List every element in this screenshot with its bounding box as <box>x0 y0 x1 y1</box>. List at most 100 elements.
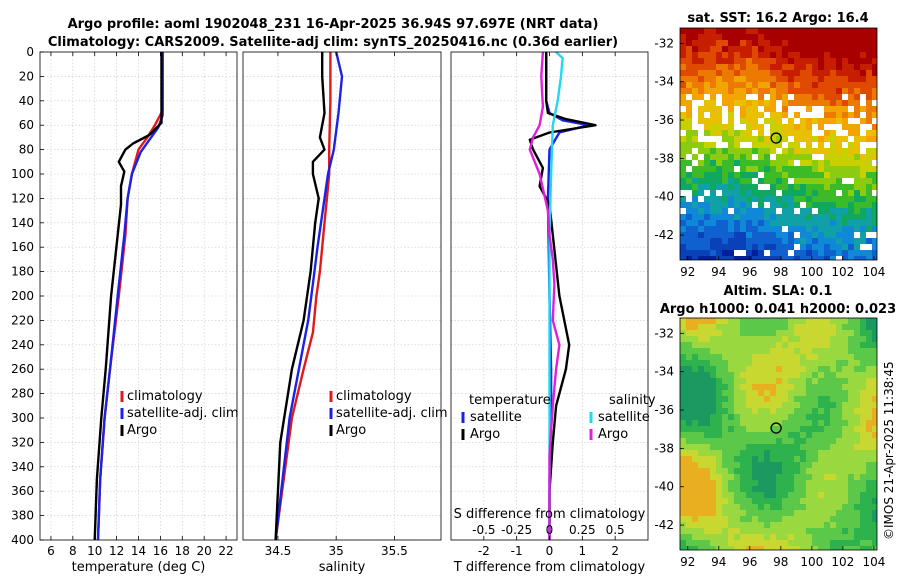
map-cell <box>698 384 704 390</box>
map-cell <box>782 444 788 450</box>
map-cell <box>800 58 806 64</box>
map-cell <box>740 396 746 402</box>
map-cell <box>872 208 877 214</box>
map-cell <box>854 330 860 336</box>
map-cell <box>692 172 698 178</box>
map-cell <box>800 226 806 232</box>
map-cell <box>806 70 812 76</box>
map-cell <box>866 232 872 238</box>
map-cell <box>788 106 794 112</box>
map-cell <box>800 492 806 498</box>
map-cell <box>686 148 692 154</box>
map-cell <box>734 468 740 474</box>
x-tick-label: 14 <box>131 544 146 558</box>
map-cell <box>686 112 692 118</box>
map-cell <box>872 402 877 408</box>
map-cell <box>734 130 740 136</box>
map-cell <box>812 402 818 408</box>
map-cell <box>758 510 764 516</box>
map-cell <box>788 142 794 148</box>
map-cell <box>872 100 877 106</box>
map-cell <box>794 528 800 534</box>
map-cell <box>752 70 758 76</box>
map-cell <box>716 450 722 456</box>
map-cell <box>872 366 877 372</box>
map-cell <box>812 540 818 546</box>
map-cell <box>872 142 877 148</box>
map-cell <box>782 202 788 208</box>
title-line1: Argo profile: aoml 1902048_231 16-Apr-20… <box>68 17 599 32</box>
map-cell <box>716 106 722 112</box>
y-tick-label: -40 <box>654 190 674 204</box>
map-cell <box>842 432 848 438</box>
series-argo <box>274 52 326 541</box>
map-cell <box>842 336 848 342</box>
map-cell <box>764 88 770 94</box>
map-cell <box>812 378 818 384</box>
map-cell <box>740 474 746 480</box>
map-cell <box>872 70 877 76</box>
map-cell <box>728 94 734 100</box>
map-cell <box>830 76 836 82</box>
map-cell <box>848 390 854 396</box>
map-cell <box>818 184 824 190</box>
map-cell <box>716 196 722 202</box>
map-cell <box>776 438 782 444</box>
map-cell <box>836 342 842 348</box>
map-cell <box>686 58 692 64</box>
map-cell <box>854 528 860 534</box>
map-cell <box>686 486 692 492</box>
map-cell <box>758 172 764 178</box>
map-cell <box>788 244 794 250</box>
map-cell <box>680 420 686 426</box>
map-cell <box>752 94 758 100</box>
map-cell <box>866 40 872 46</box>
map-cell <box>770 166 776 172</box>
map-cell <box>866 480 872 486</box>
map-cell <box>716 360 722 366</box>
map-cell <box>788 372 794 378</box>
map-cell <box>734 166 740 172</box>
map-cell <box>686 432 692 438</box>
map-cell <box>764 94 770 100</box>
map-cell <box>692 70 698 76</box>
map-cell <box>722 426 728 432</box>
map-cell <box>794 202 800 208</box>
map-cell <box>794 154 800 160</box>
map-cell <box>866 28 872 34</box>
map-cell <box>740 232 746 238</box>
map-cell <box>776 70 782 76</box>
map-cell <box>860 498 866 504</box>
map-cell <box>746 100 752 106</box>
map-cell <box>830 378 836 384</box>
map-cell <box>860 354 866 360</box>
map-cell <box>860 208 866 214</box>
map-cell <box>680 336 686 342</box>
map-cell <box>836 58 842 64</box>
map-cell <box>710 486 716 492</box>
map-cell <box>782 510 788 516</box>
map-cell <box>848 324 854 330</box>
map-cell <box>800 166 806 172</box>
map-cell <box>854 336 860 342</box>
map-cell <box>836 444 842 450</box>
map-cell <box>758 318 764 324</box>
map-cell <box>830 348 836 354</box>
map-cell <box>854 426 860 432</box>
x-axis-label: temperature (deg C) <box>72 560 206 575</box>
map-cell <box>692 82 698 88</box>
map-cell <box>848 378 854 384</box>
map-cell <box>866 348 872 354</box>
map-cell <box>824 372 830 378</box>
map-cell <box>818 202 824 208</box>
map-cell <box>842 492 848 498</box>
map-cell <box>848 238 854 244</box>
map-cell <box>758 154 764 160</box>
map-cell <box>770 480 776 486</box>
map-cell <box>782 474 788 480</box>
map-cell <box>866 106 872 112</box>
map-cell <box>704 28 710 34</box>
map-cell <box>722 76 728 82</box>
map-cell <box>854 534 860 540</box>
map-cell <box>770 498 776 504</box>
